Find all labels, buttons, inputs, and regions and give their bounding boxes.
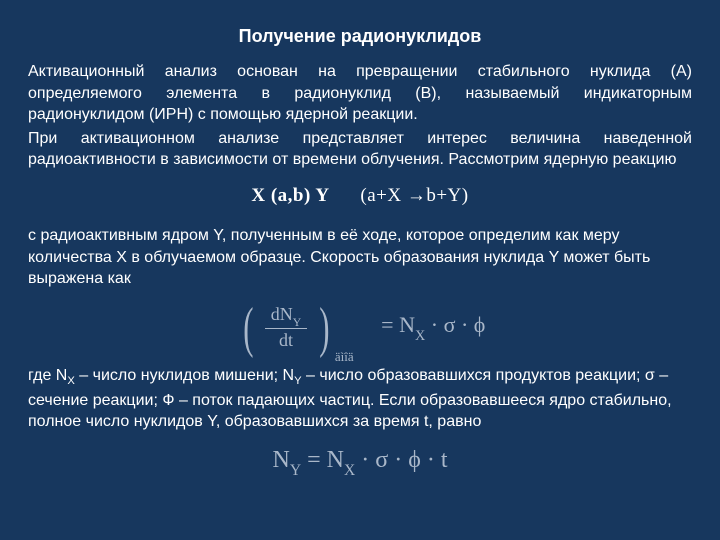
reaction-equation: X (a,b) Y (a+X →b+Y) <box>28 185 692 207</box>
paragraph-intro-1: Активационный анализ основан на превраще… <box>28 61 692 126</box>
paragraph-definitions: где NX – число нуклидов мишени; NY – чис… <box>28 365 692 432</box>
formula-total: NY = NX · σ · ϕ · t <box>28 445 692 478</box>
slide-root: Получение радионуклидов Активационный ан… <box>0 0 720 540</box>
formula-rhs: = NX · σ · ϕ <box>381 312 485 342</box>
right-paren-icon: ) <box>319 306 329 350</box>
paren-group: ( dNY dt ) äìîä <box>235 304 362 352</box>
formula-rate: ( dNY dt ) äìîä = NX · σ · ϕ <box>28 304 692 352</box>
fraction: dNY dt <box>263 304 309 352</box>
eq-right: (a+X →b+Y) <box>360 185 468 206</box>
slide-title: Получение радионуклидов <box>28 26 692 47</box>
eq-left: X (a,b) Y <box>251 185 329 206</box>
paragraph-intro-2: При активационном анализе представляет и… <box>28 128 692 171</box>
paragraph-rate: с радиоактивным ядром Y, полученным в её… <box>28 225 692 290</box>
outer-subscript: äìîä <box>335 349 354 365</box>
left-paren-icon: ( <box>243 306 253 350</box>
